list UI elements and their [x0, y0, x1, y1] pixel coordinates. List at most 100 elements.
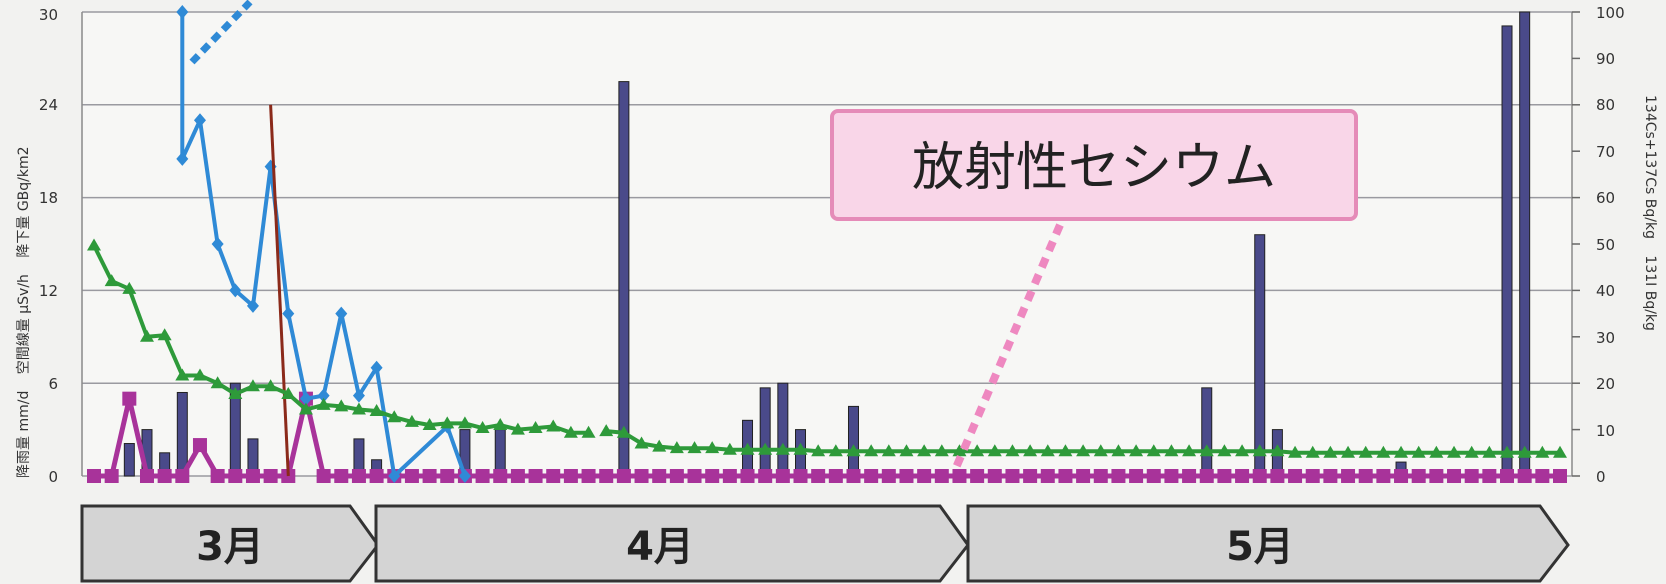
right-axis-title-part: 134Cs+137Cs Bq/kg [1642, 95, 1658, 239]
cesium-point [1305, 445, 1320, 458]
cesium-point [652, 439, 667, 452]
rainfall-point [1429, 469, 1444, 483]
cesium-point [87, 238, 101, 251]
rainfall-point [811, 469, 826, 483]
cesium-point [1447, 445, 1462, 458]
rainfall-point [1023, 469, 1038, 483]
rainfall-series [87, 391, 1567, 483]
cesium-point [210, 376, 225, 389]
radioactivity-bar [176, 391, 188, 477]
cesium-point [669, 441, 684, 454]
right-tick-label: 50 [1596, 236, 1615, 254]
cesium-point [1358, 445, 1373, 458]
cesium-point [881, 444, 896, 457]
cesium-point [775, 442, 790, 455]
right-axis-title: 134Cs+137Cs Bq/kg 131I Bq/kg [1642, 95, 1658, 331]
rainfall-point [122, 391, 137, 406]
rainfall-point [139, 469, 154, 483]
dose-rate-point [211, 237, 224, 251]
rainfall-point [1235, 469, 1250, 483]
dose-rate-point [229, 283, 242, 298]
rainfall-point [846, 469, 861, 483]
cesium-point [510, 422, 525, 435]
dose-rate-series [176, 5, 471, 483]
rainfall-point [1341, 469, 1356, 483]
cesium-point [1093, 444, 1108, 457]
right-axis-title-part: 131I Bq/kg [1642, 255, 1658, 331]
cesium-point [298, 402, 313, 415]
rainfall-point [669, 469, 684, 483]
cesium-point [1517, 445, 1532, 458]
cesium-point [1235, 444, 1250, 457]
left-tick-label: 0 [48, 468, 58, 486]
cesium-point [351, 402, 366, 415]
cesium-point [245, 379, 260, 392]
rainfall-point [634, 469, 649, 483]
dose-rate-point [388, 469, 401, 483]
rainfall-point [987, 469, 1002, 483]
rainfall-point [175, 469, 190, 483]
rainfall-point [652, 469, 667, 483]
cesium-point [599, 424, 614, 437]
rainfall-point [369, 469, 384, 483]
rainfall-point [881, 469, 896, 483]
rainfall-point [1447, 469, 1462, 483]
cesium-point [934, 444, 949, 457]
month-arrow-may [966, 504, 1570, 583]
rainfall-point [934, 469, 949, 483]
cesium-point [493, 417, 508, 430]
right-tick-label: 90 [1596, 50, 1615, 68]
cesium-point [616, 425, 631, 438]
rainfall-point [793, 469, 808, 483]
rainfall-point [1411, 469, 1426, 483]
month-banner: 3月 4月 5月 [80, 504, 1570, 583]
callout-label: 放射性セシウム [912, 138, 1276, 198]
rainfall-point [1553, 469, 1567, 483]
svg-text:134Cs+137Cs Bq/kg 131I: 134Cs+137Cs Bq/kg 131I Bq/kg [1642, 95, 1658, 331]
plot-background [82, 12, 1572, 476]
cesium-series [87, 238, 1567, 458]
left-axis-title-part: 空間線量 μSv/h [16, 274, 32, 374]
cesium-point [1464, 445, 1479, 458]
cesium-point [404, 414, 419, 427]
radioactivity-bar [123, 443, 135, 477]
cesium-point [705, 441, 720, 454]
radioactivity-bar [1201, 387, 1213, 477]
dose-rate-point [335, 306, 348, 321]
cesium-point [387, 410, 402, 423]
cesium-point [846, 444, 861, 457]
rainfall-point [1323, 469, 1338, 483]
rainfall-point [1217, 469, 1232, 483]
cesium-point [1394, 445, 1409, 458]
dose-rate-line [180, 12, 467, 478]
right-tick-label: 100 [1596, 4, 1625, 22]
cesium-point [1076, 444, 1091, 457]
cesium-point [970, 444, 985, 457]
svg-text:降雨量 mm/d 空間線量 μSv/h: 降雨量 mm/d 空間線量 μSv/h 降下量 GBq/km2 [16, 146, 32, 478]
rainfall-point [1394, 469, 1409, 483]
rainfall-point [422, 469, 437, 483]
rainfall-point [1482, 469, 1497, 483]
radioactivity-bar [1519, 11, 1531, 477]
right-tick-label: 80 [1596, 96, 1615, 114]
rainfall-point [616, 469, 631, 483]
rainfall-point [740, 469, 755, 483]
month-label-april: 4月 [626, 524, 694, 570]
cesium-point [1164, 444, 1179, 457]
dose-rate-point [352, 388, 365, 403]
cesium-point [864, 444, 879, 457]
left-tick-label: 12 [39, 282, 58, 300]
cesium-point [369, 404, 384, 417]
radioactivity-bar [618, 81, 630, 477]
right-tick-label: 20 [1596, 375, 1615, 393]
cesium-point [1535, 445, 1550, 458]
rainfall-point [899, 469, 914, 483]
rainfall-point [1358, 469, 1373, 483]
rainfall-point [1111, 469, 1126, 483]
rainfall-point [1500, 469, 1515, 483]
cesium-point [1111, 444, 1126, 457]
rainfall-point [404, 469, 419, 483]
right-tick-label: 60 [1596, 189, 1615, 207]
